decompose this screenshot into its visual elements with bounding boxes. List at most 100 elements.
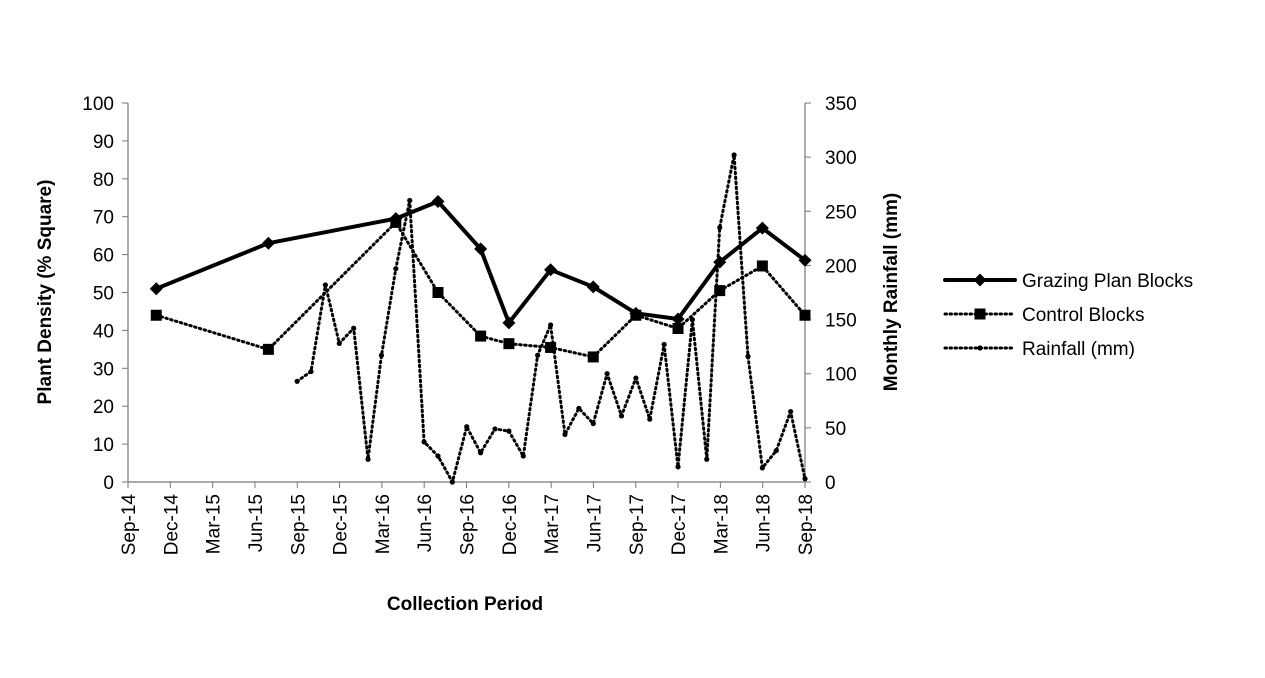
x-tick-label: Jun-15 [246, 494, 267, 552]
data-point-rainfall-mm [604, 371, 610, 377]
data-point-rainfall-mm [351, 325, 357, 331]
data-point-grazing-plan-blocks [755, 221, 769, 235]
data-point-control-blocks [799, 309, 811, 321]
x-tick-label: Sep-16 [458, 494, 479, 555]
data-point-rainfall-mm [464, 424, 470, 430]
data-point-rainfall-mm [294, 378, 300, 384]
data-point-rainfall-mm [435, 453, 441, 459]
legend-item-rainfall-mm: Rainfall (mm) [943, 339, 1135, 360]
y-right-tick-label: 0 [825, 473, 836, 494]
data-point-rainfall-mm [675, 464, 681, 470]
data-point-control-blocks [432, 287, 444, 298]
data-point-rainfall-mm [745, 353, 751, 359]
series-rainfall-mm [294, 152, 808, 485]
y-right-tick-label: 100 [825, 365, 857, 386]
x-tick-label: Dec-15 [331, 494, 352, 555]
x-tick-label: Mar-17 [542, 494, 563, 554]
y-left-tick-label: 90 [93, 132, 114, 153]
y-right-tick-label: 50 [825, 419, 846, 440]
x-tick-label: Sep-17 [627, 494, 648, 555]
legend-marker [973, 273, 987, 287]
y-right-tick-label: 300 [825, 148, 857, 169]
y-left-tick-label: 80 [93, 170, 114, 191]
data-point-control-blocks [503, 338, 515, 350]
legend-item-grazing-plan-blocks: Grazing Plan Blocks [943, 271, 1193, 292]
data-point-rainfall-mm [535, 352, 541, 358]
series-line-rainfall-mm [295, 153, 807, 484]
data-point-grazing-plan-blocks [671, 312, 685, 326]
x-tick-label: Mar-16 [373, 494, 394, 554]
data-point-control-blocks [714, 285, 726, 297]
x-tick-label: Jun-17 [584, 494, 605, 552]
y-left-tick-label: 70 [93, 208, 114, 229]
data-point-rainfall-mm [322, 282, 329, 288]
data-point-rainfall-mm [618, 413, 625, 419]
y-left-tick-label: 0 [103, 473, 114, 494]
data-point-rainfall-mm [562, 431, 568, 437]
x-tick-label: Jun-18 [754, 494, 775, 552]
y-left-tick-label: 10 [93, 435, 114, 456]
data-point-control-blocks [630, 309, 642, 321]
data-point-rainfall-mm [378, 352, 385, 358]
data-point-rainfall-mm [704, 456, 710, 462]
x-tick-label: Sep-15 [288, 494, 309, 555]
data-point-rainfall-mm [449, 479, 455, 485]
x-tick-label: Mar-15 [204, 494, 225, 554]
series-layer [149, 152, 812, 485]
data-point-grazing-plan-blocks [544, 263, 558, 277]
y-left-tick-label: 100 [82, 94, 114, 115]
legend: Grazing Plan Blocks Control Blocks Rainfal… [943, 271, 1193, 360]
axes: 0 10 20 30 40 50 60 70 80 90 100 0 50 100 150 200 250 300… [82, 94, 856, 555]
x-tick-label: Sep-14 [119, 494, 140, 556]
data-point-control-blocks [262, 343, 274, 355]
data-point-grazing-plan-blocks [713, 255, 727, 269]
data-point-rainfall-mm [365, 456, 371, 462]
data-point-rainfall-mm [788, 409, 794, 415]
data-point-grazing-plan-blocks [474, 242, 488, 256]
data-point-rainfall-mm [407, 197, 413, 204]
y-right-tick-label: 350 [825, 94, 857, 115]
legend-label: Control Blocks [1022, 305, 1145, 326]
data-point-rainfall-mm [506, 428, 512, 434]
data-point-grazing-plan-blocks [586, 280, 600, 294]
data-point-control-blocks [475, 330, 487, 342]
data-point-rainfall-mm [576, 405, 582, 411]
x-tick-label: Dec-14 [161, 494, 182, 556]
data-point-rainfall-mm [717, 224, 723, 231]
y-axis-right-title: Monthly Rainfall (mm) [881, 193, 902, 391]
data-point-rainfall-mm [520, 453, 526, 459]
data-point-rainfall-mm [478, 450, 484, 456]
data-point-rainfall-mm [661, 341, 667, 348]
data-point-rainfall-mm [393, 266, 399, 272]
series-line-grazing-plan-blocks [154, 199, 807, 325]
data-point-rainfall-mm [802, 476, 808, 482]
y-right-tick-label: 250 [825, 202, 857, 223]
legend-item-control-blocks: Control Blocks [943, 305, 1145, 326]
data-point-rainfall-mm [548, 322, 554, 328]
y-right-tick-label: 150 [825, 311, 857, 332]
x-tick-label: Jun-16 [415, 494, 436, 552]
legend-label: Grazing Plan Blocks [1022, 271, 1193, 292]
y-left-tick-label: 30 [93, 359, 114, 380]
data-point-control-blocks [587, 351, 599, 363]
data-point-rainfall-mm [421, 439, 427, 445]
x-tick-label: Mar-18 [711, 494, 732, 554]
data-point-rainfall-mm [590, 420, 596, 427]
x-tick-label: Sep-18 [796, 494, 817, 555]
data-point-grazing-plan-blocks [502, 316, 516, 330]
y-left-tick-label: 40 [93, 321, 114, 342]
data-point-rainfall-mm [647, 416, 653, 422]
data-point-rainfall-mm [308, 368, 314, 375]
data-point-control-blocks [150, 309, 162, 321]
data-point-rainfall-mm [731, 152, 737, 158]
y-left-tick-label: 60 [93, 246, 114, 267]
data-point-rainfall-mm [759, 465, 765, 471]
data-point-rainfall-mm [773, 447, 779, 454]
x-axis-title: Collection Period [387, 594, 543, 615]
y-left-tick-label: 20 [93, 397, 114, 418]
legend-label: Rainfall (mm) [1022, 339, 1135, 360]
series-control-blocks [150, 216, 811, 363]
data-point-rainfall-mm [633, 375, 639, 381]
data-point-control-blocks [390, 216, 402, 228]
